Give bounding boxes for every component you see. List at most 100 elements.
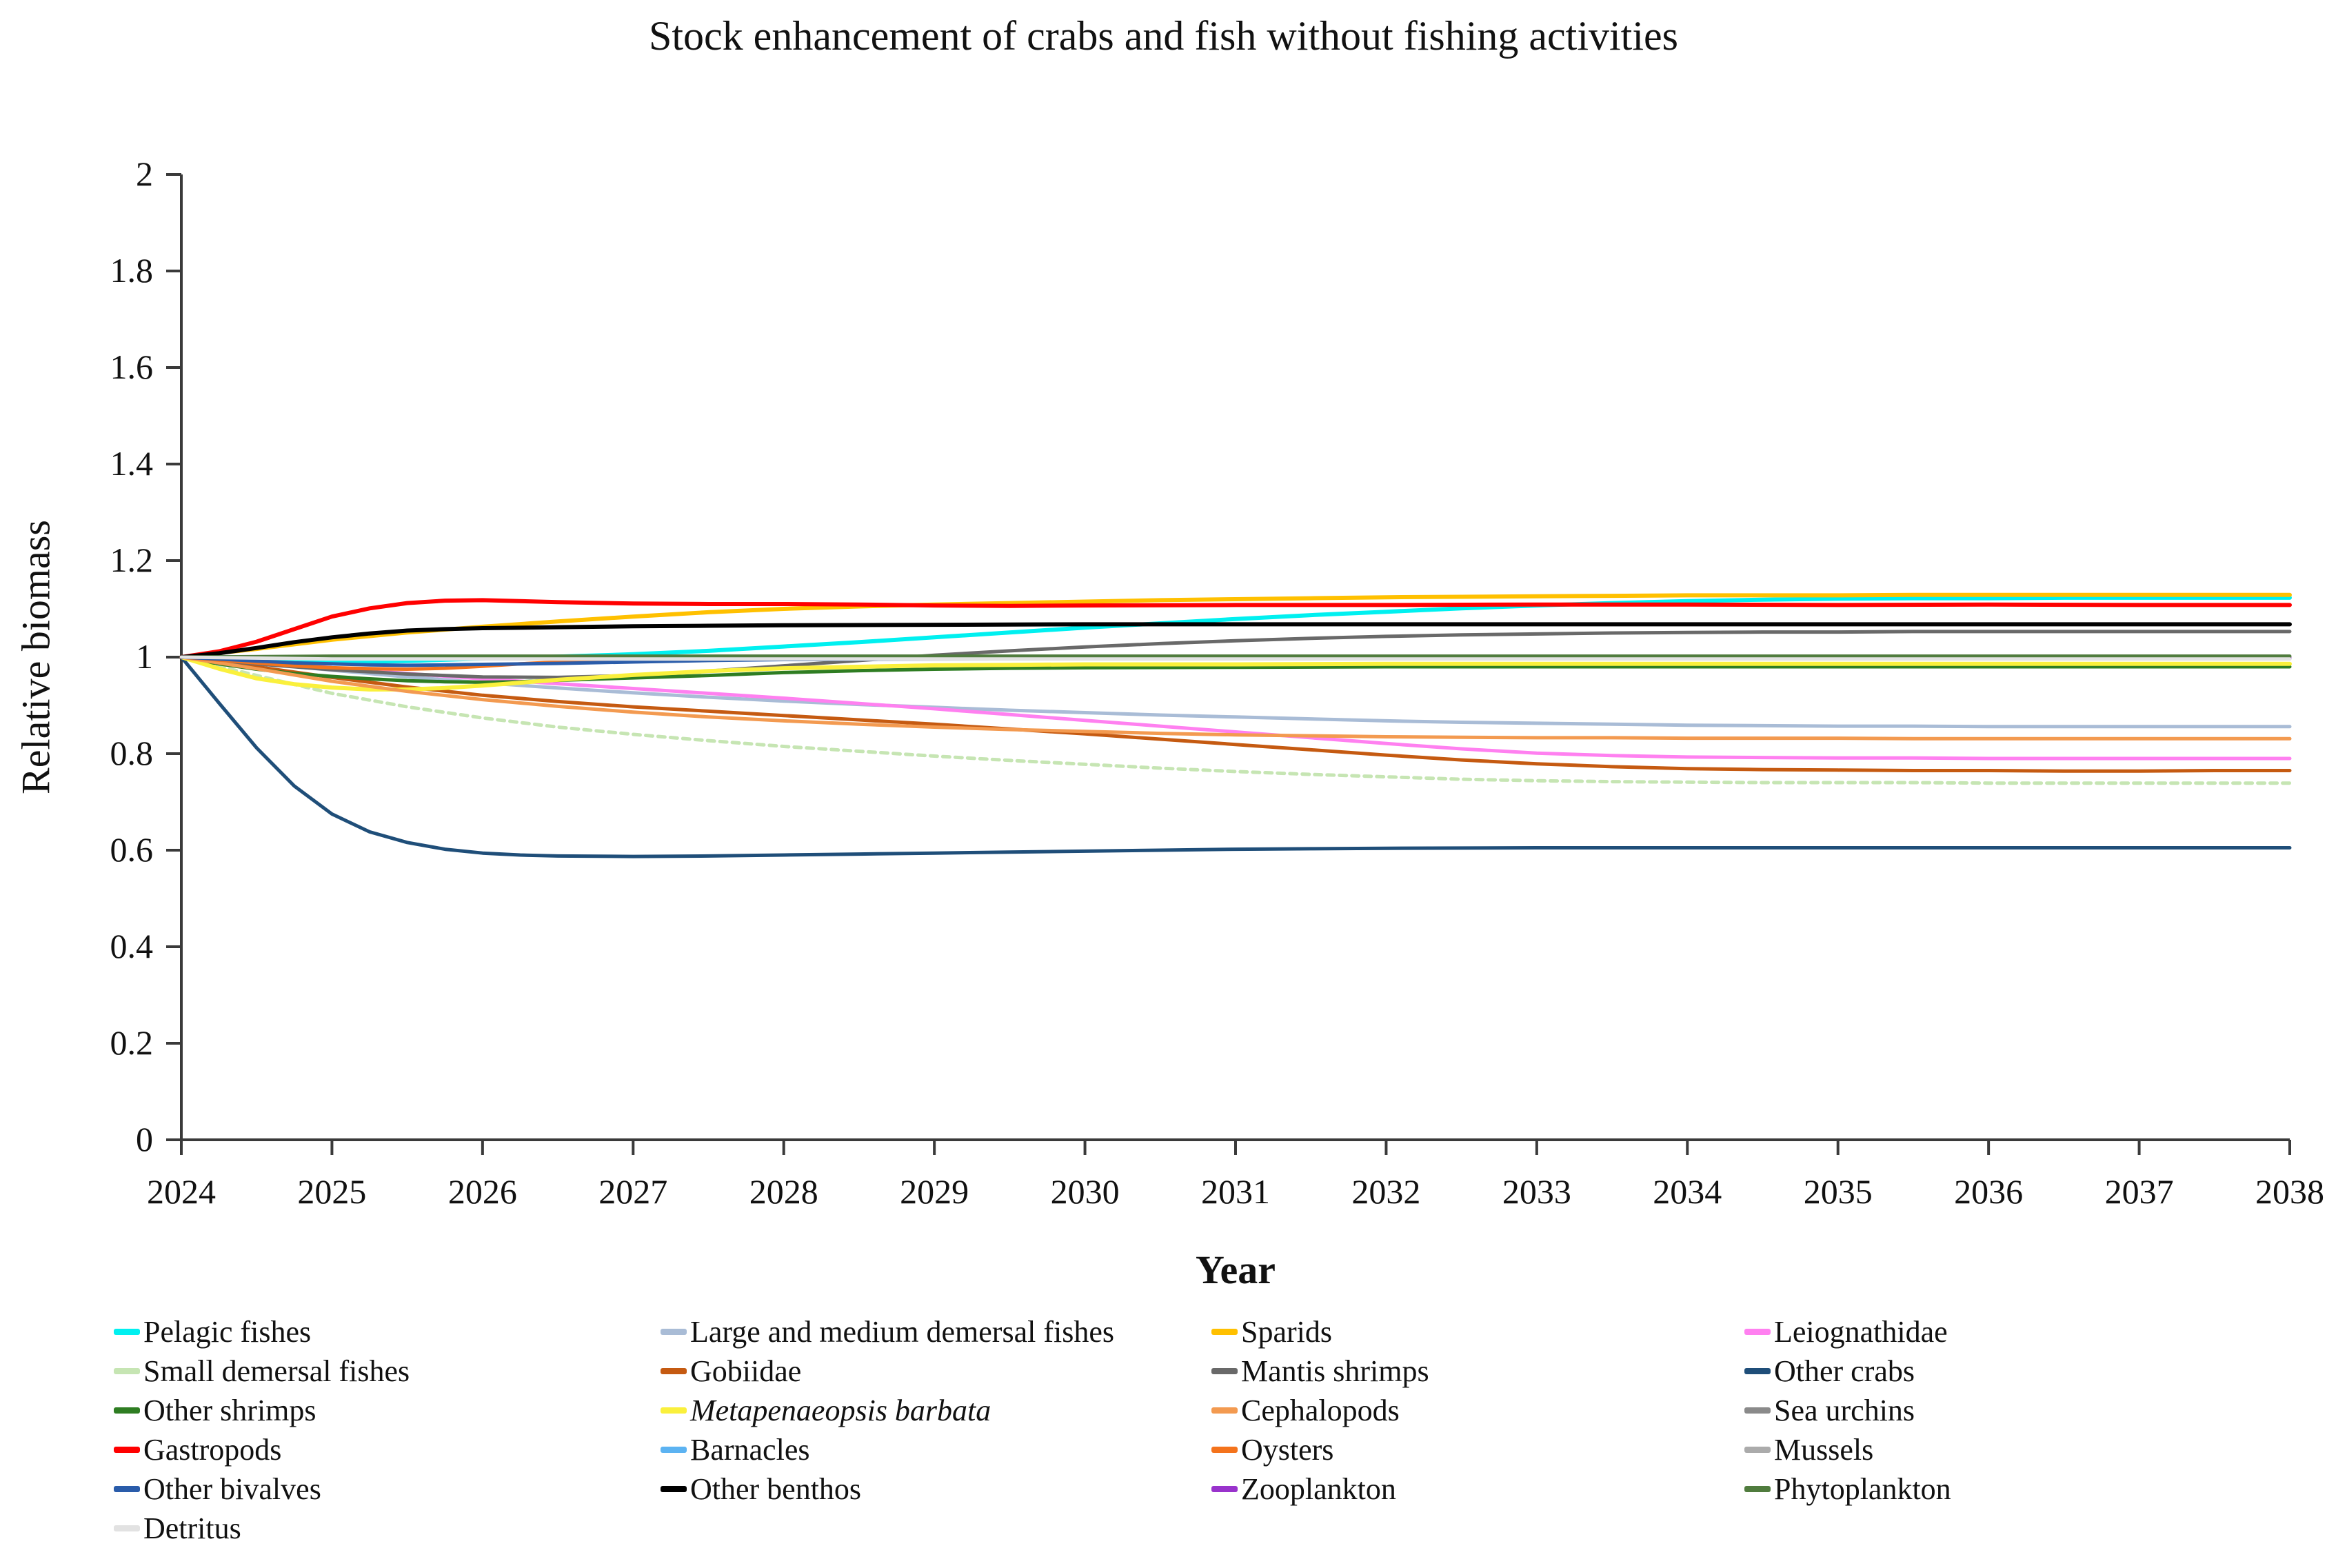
series-line-mantis-shrimps bbox=[179, 630, 2292, 679]
x-tick-label-2037: 2037 bbox=[2105, 1172, 2174, 1211]
legend-label-other-benthos: Other benthos bbox=[690, 1471, 862, 1506]
legend-swatch-zooplankton bbox=[1211, 1486, 1238, 1492]
legend-swatch-large-and-medium-demersal-fishes bbox=[661, 1329, 687, 1335]
legend-swatch-other-benthos bbox=[661, 1486, 687, 1492]
legend-label-phytoplankton: Phytoplankton bbox=[1774, 1471, 1951, 1506]
series-line-phytoplankton bbox=[179, 654, 2292, 659]
legend-swatch-sparids bbox=[1211, 1329, 1238, 1335]
x-tick-label-2036: 2036 bbox=[1954, 1172, 2023, 1211]
legend-item-barnacles: Barnacles bbox=[661, 1430, 1114, 1469]
legend-swatch-oysters bbox=[1211, 1447, 1238, 1453]
y-tick-label-0: 0 bbox=[136, 1120, 153, 1158]
legend-item-other-bivalves: Other bivalves bbox=[114, 1469, 410, 1509]
legend-item-metapenaeopsis-barbata: Metapenaeopsis barbata bbox=[661, 1391, 1114, 1430]
x-tick-label-2030: 2030 bbox=[1051, 1172, 1120, 1211]
series-line-other-benthos bbox=[179, 622, 2292, 659]
y-tick-label-1.2: 1.2 bbox=[110, 541, 154, 579]
series-line-large-and-medium-demersal-fishes bbox=[179, 655, 2292, 729]
legend-item-small-demersal-fishes: Small demersal fishes bbox=[114, 1351, 410, 1391]
y-tick-label-1.8: 1.8 bbox=[110, 251, 154, 290]
series-line-small-demersal-fishes bbox=[179, 655, 2292, 785]
legend-swatch-pelagic-fishes bbox=[114, 1329, 140, 1335]
x-tick-label-2035: 2035 bbox=[1804, 1172, 1873, 1211]
legend-item-cephalopods: Cephalopods bbox=[1211, 1391, 1429, 1430]
legend-column-3: Sparids Mantis shrimps Cephalopods Oysters Z… bbox=[1211, 1312, 1429, 1509]
series-line-sparids bbox=[179, 592, 2292, 659]
x-tick-label-2038: 2038 bbox=[2255, 1172, 2324, 1211]
y-tick-label-0.4: 0.4 bbox=[110, 927, 154, 965]
y-tick-label-0.6: 0.6 bbox=[110, 830, 154, 869]
legend-item-phytoplankton: Phytoplankton bbox=[1744, 1469, 1951, 1509]
legend-label-sparids: Sparids bbox=[1241, 1314, 1332, 1349]
y-tick-label-0.8: 0.8 bbox=[110, 734, 154, 772]
legend-item-sparids: Sparids bbox=[1211, 1312, 1429, 1351]
legend-label-other-shrimps: Other shrimps bbox=[143, 1393, 316, 1427]
x-tick-label-2024: 2024 bbox=[147, 1172, 216, 1211]
series-line-other-crabs bbox=[179, 655, 2292, 858]
legend-swatch-gobiidae bbox=[661, 1368, 687, 1374]
legend-item-pelagic-fishes: Pelagic fishes bbox=[114, 1312, 410, 1351]
legend-item-gobiidae: Gobiidae bbox=[661, 1351, 1114, 1391]
legend-label-mussels: Mussels bbox=[1774, 1432, 1874, 1467]
x-tick-label-2034: 2034 bbox=[1653, 1172, 1722, 1211]
legend-item-mantis-shrimps: Mantis shrimps bbox=[1211, 1351, 1429, 1391]
y-tick-label-1: 1 bbox=[136, 637, 153, 676]
legend-item-gastropods: Gastropods bbox=[114, 1430, 410, 1469]
legend-swatch-small-demersal-fishes bbox=[114, 1368, 140, 1374]
legend-label-other-bivalves: Other bivalves bbox=[143, 1471, 321, 1506]
series-line-detritus bbox=[179, 655, 2292, 661]
legend-swatch-gastropods bbox=[114, 1447, 140, 1453]
x-tick-label-2026: 2026 bbox=[448, 1172, 517, 1211]
legend-swatch-mantis-shrimps bbox=[1211, 1368, 1238, 1374]
legend-item-oysters: Oysters bbox=[1211, 1430, 1429, 1469]
legend-label-detritus: Detritus bbox=[143, 1511, 241, 1545]
x-tick-label-2029: 2029 bbox=[900, 1172, 969, 1211]
legend-column-4: Leiognathidae Other crabs Sea urchins Musse… bbox=[1744, 1312, 1951, 1509]
y-tick-label-0.2: 0.2 bbox=[110, 1023, 154, 1062]
legend-label-large-and-medium-demersal-fishes: Large and medium demersal fishes bbox=[690, 1314, 1114, 1349]
legend-label-small-demersal-fishes: Small demersal fishes bbox=[143, 1354, 410, 1388]
y-tick-label-1.6: 1.6 bbox=[110, 348, 154, 386]
x-tick-label-2031: 2031 bbox=[1201, 1172, 1270, 1211]
chart-title: Stock enhancement of crabs and fish with… bbox=[649, 13, 1678, 59]
x-tick-label-2027: 2027 bbox=[598, 1172, 667, 1211]
x-tick-label-2028: 2028 bbox=[749, 1172, 818, 1211]
legend-column-2: Large and medium demersal fishes Gobiidae… bbox=[661, 1312, 1114, 1509]
series-line-metapenaeopsis-barbata bbox=[179, 655, 2292, 692]
x-axis-title: Year bbox=[1196, 1247, 1276, 1292]
legend-swatch-metapenaeopsis-barbata bbox=[661, 1407, 687, 1414]
legend-label-sea-urchins: Sea urchins bbox=[1774, 1393, 1915, 1427]
legend-swatch-detritus bbox=[114, 1525, 140, 1531]
legend-item-large-and-medium-demersal-fishes: Large and medium demersal fishes bbox=[661, 1312, 1114, 1351]
x-tick-label-2025: 2025 bbox=[297, 1172, 366, 1211]
legend-label-metapenaeopsis-barbata: Metapenaeopsis barbata bbox=[690, 1393, 991, 1427]
legend-swatch-phytoplankton bbox=[1744, 1486, 1771, 1492]
legend-swatch-other-bivalves bbox=[114, 1486, 140, 1492]
legend-swatch-other-shrimps bbox=[114, 1407, 140, 1414]
legend-item-detritus: Detritus bbox=[114, 1509, 410, 1548]
legend-label-pelagic-fishes: Pelagic fishes bbox=[143, 1314, 312, 1349]
series-line-gobiidae bbox=[179, 655, 2292, 773]
legend-label-gastropods: Gastropods bbox=[143, 1432, 282, 1467]
legend-label-oysters: Oysters bbox=[1241, 1432, 1334, 1467]
legend-swatch-other-crabs bbox=[1744, 1368, 1771, 1374]
x-tick-label-2033: 2033 bbox=[1502, 1172, 1571, 1211]
legend-item-leiognathidae: Leiognathidae bbox=[1744, 1312, 1951, 1351]
legend-item-other-shrimps: Other shrimps bbox=[114, 1391, 410, 1430]
legend-swatch-sea-urchins bbox=[1744, 1407, 1771, 1414]
legend-label-cephalopods: Cephalopods bbox=[1241, 1393, 1400, 1427]
legend-item-sea-urchins: Sea urchins bbox=[1744, 1391, 1951, 1430]
x-tick-label-2032: 2032 bbox=[1351, 1172, 1420, 1211]
legend-label-other-crabs: Other crabs bbox=[1774, 1354, 1915, 1388]
y-tick-label-1.4: 1.4 bbox=[110, 444, 154, 483]
legend-label-zooplankton: Zooplankton bbox=[1241, 1471, 1396, 1506]
legend-label-leiognathidae: Leiognathidae bbox=[1774, 1314, 1948, 1349]
legend-swatch-cephalopods bbox=[1211, 1407, 1238, 1414]
legend-item-other-benthos: Other benthos bbox=[661, 1469, 1114, 1509]
y-tick-label-2: 2 bbox=[136, 154, 153, 193]
legend-item-other-crabs: Other crabs bbox=[1744, 1351, 1951, 1391]
series-line-gastropods bbox=[179, 598, 2292, 659]
legend-swatch-leiognathidae bbox=[1744, 1329, 1771, 1335]
legend-swatch-barnacles bbox=[661, 1447, 687, 1453]
series-line-cephalopods bbox=[179, 655, 2292, 741]
